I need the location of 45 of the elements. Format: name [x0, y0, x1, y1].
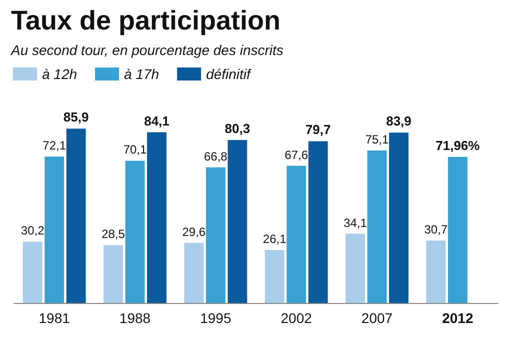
- data-label: 34,1: [344, 216, 368, 230]
- chart-subtitle: Au second tour, en pourcentage des inscrits: [10, 42, 284, 58]
- data-label: 26,1: [262, 232, 287, 246]
- data-label: 79,7: [305, 122, 331, 138]
- x-tick-label: 1995: [200, 310, 232, 326]
- x-tick-label: 2002: [280, 310, 312, 326]
- bar: [104, 245, 123, 303]
- bar: [206, 167, 226, 303]
- data-label: 29,6: [182, 224, 206, 239]
- bar: [426, 240, 446, 303]
- x-tick-label: 1988: [119, 310, 151, 326]
- data-label: 67,6: [284, 148, 308, 162]
- bar: [346, 234, 365, 303]
- chart-title: Taux de participation: [11, 6, 281, 36]
- legend-label: définitif: [206, 66, 253, 82]
- bar: [367, 150, 387, 303]
- bar: [184, 242, 204, 303]
- bar: [228, 140, 248, 303]
- bar: [264, 250, 284, 303]
- data-label: 72,1: [42, 138, 66, 153]
- data-label: 30,2: [20, 224, 45, 238]
- data-label: 83,9: [386, 114, 412, 129]
- data-label: 84,1: [144, 113, 170, 128]
- bar: [286, 166, 306, 303]
- bar: [147, 132, 166, 303]
- bar: [448, 156, 468, 303]
- x-tick-label: 2007: [361, 310, 393, 326]
- data-label: 28,5: [102, 227, 126, 242]
- x-tick-label: 1981: [38, 310, 70, 326]
- bar: [389, 132, 408, 303]
- data-label: 66,8: [204, 149, 228, 164]
- data-label: 70,1: [123, 142, 147, 157]
- legend-label: à 17h: [124, 66, 160, 82]
- data-label: 71,96%: [436, 138, 480, 153]
- bar: [125, 160, 145, 303]
- data-label: 80,3: [224, 120, 250, 136]
- data-label: 85,9: [63, 110, 89, 125]
- bar: [308, 141, 328, 303]
- bar: [22, 242, 42, 303]
- bar: [44, 156, 64, 303]
- data-label: 30,7: [424, 222, 448, 237]
- legend-label: à 12h: [42, 66, 78, 82]
- data-label: 75,1: [365, 132, 389, 147]
- bar: [66, 128, 86, 303]
- x-tick-label: 2012: [442, 310, 474, 326]
